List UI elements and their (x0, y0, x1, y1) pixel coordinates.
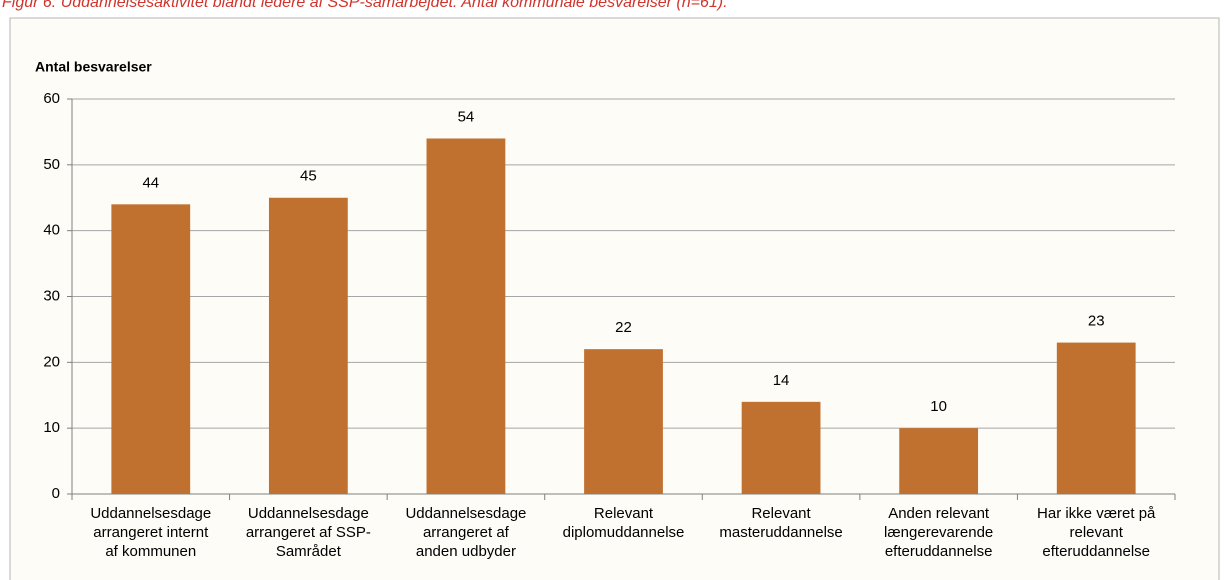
data-label: 23 (1088, 313, 1105, 330)
bar (111, 204, 191, 495)
bar (426, 138, 506, 494)
x-tick-label: Uddannelsesdage arrangeret af anden udbyde… (405, 505, 526, 560)
data-label: 45 (300, 168, 317, 185)
x-tick-label: Uddannelsesdage arrangeret internt af komm… (90, 505, 211, 560)
y-tick-label: 40 (43, 222, 60, 239)
x-tick-label: Relevant masteruddannelse (719, 505, 842, 541)
bar (584, 349, 663, 494)
data-label: 10 (930, 398, 947, 415)
bar (268, 197, 348, 494)
bar (741, 401, 821, 494)
y-tick-label: 20 (43, 353, 60, 370)
y-tick-label: 10 (43, 419, 60, 436)
data-label: 44 (142, 174, 159, 191)
x-tick-label: Anden relevant længerevarende efteruddanne… (884, 505, 993, 560)
data-label: 54 (458, 108, 475, 125)
y-tick-label: 0 (52, 485, 60, 502)
y-tick-label: 50 (43, 156, 60, 173)
x-tick-label: Har ikke været på relevant efteruddannelse (1037, 505, 1156, 560)
chart-title: Figur 6: Uddannelsesaktivitet blandt led… (2, 0, 728, 11)
chart-panel (9, 17, 1220, 580)
y-tick-label: 60 (43, 90, 60, 107)
bar (1056, 342, 1136, 494)
bar (899, 428, 979, 494)
y-axis-label: Antal besvarelser (35, 59, 152, 75)
x-tick-label: Uddannelsesdage arrangeret af SSP-Samråde… (246, 505, 371, 560)
x-tick-label: Relevant diplomuddannelse (563, 505, 685, 541)
y-tick-label: 30 (43, 287, 60, 304)
data-label: 14 (773, 372, 790, 389)
data-label: 22 (615, 319, 632, 336)
